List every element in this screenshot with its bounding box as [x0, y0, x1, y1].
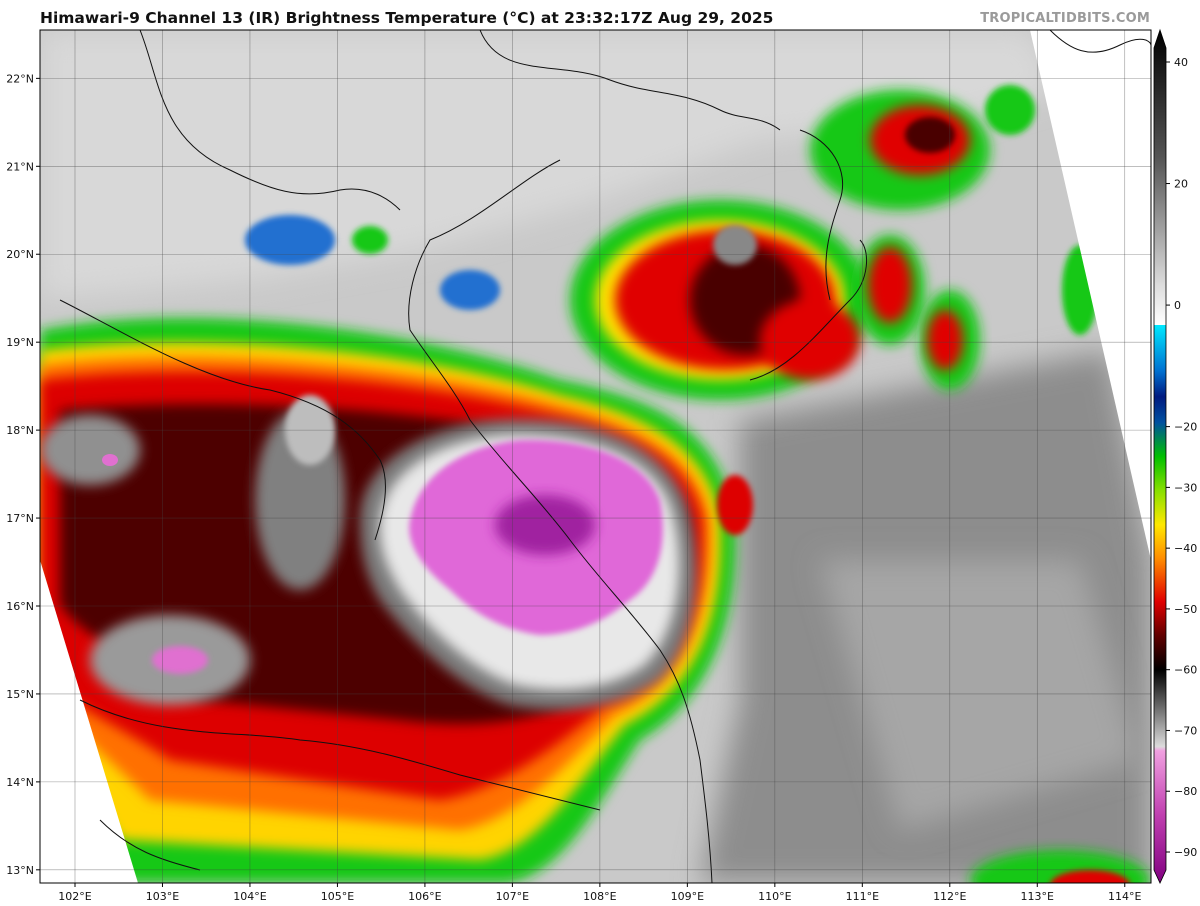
lon-tick-label: 113°E — [1021, 890, 1054, 903]
lon-tick-label: 109°E — [671, 890, 704, 903]
main-storm-shield — [40, 318, 753, 883]
lon-tick-label: 103°E — [146, 890, 179, 903]
lat-tick-label: 13°N — [6, 864, 34, 877]
lon-tick-label: 106°E — [408, 890, 441, 903]
credit-watermark: TROPICALTIDBITS.COM — [980, 11, 1150, 26]
colorbar-tick-label: −30 — [1174, 481, 1197, 494]
colorbar-tick-label: −50 — [1174, 603, 1197, 616]
lat-tick-label: 20°N — [6, 248, 34, 261]
colorbar-tick-label: −40 — [1174, 542, 1197, 555]
lon-tick-label: 104°E — [233, 890, 266, 903]
colorbar-tick-label: −80 — [1174, 785, 1197, 798]
colorbar-tick-label: 20 — [1174, 178, 1188, 191]
lat-tick-label: 15°N — [6, 688, 34, 701]
longitude-axis: 102°E 103°E 104°E 105°E 106°E 107°E 108°E 109°E… — [58, 883, 1142, 903]
lon-tick-label: 108°E — [583, 890, 616, 903]
lon-tick-label: 114°E — [1108, 890, 1141, 903]
colorbar: 40 20 0 −20 −30 −40 −50 −60 −70 −80 −90 — [1153, 28, 1197, 884]
colorbar-tick-label: −60 — [1174, 664, 1197, 677]
map-frame — [39, 29, 1152, 884]
lon-tick-label: 102°E — [58, 890, 91, 903]
northern-convection — [245, 85, 1098, 400]
lat-tick-label: 21°N — [6, 160, 34, 173]
colorbar-tick-label: −90 — [1174, 846, 1197, 859]
lon-tick-label: 105°E — [321, 890, 354, 903]
graticule — [40, 30, 1151, 883]
lat-tick-label: 22°N — [6, 72, 34, 85]
colorbar-tick-label: −20 — [1174, 421, 1197, 434]
ir-imagery — [40, 30, 1151, 883]
lat-tick-label: 19°N — [6, 336, 34, 349]
map-title: Himawari-9 Channel 13 (IR) Brightness Te… — [40, 9, 774, 27]
colorbar-tick-label: −70 — [1174, 724, 1197, 737]
lon-tick-label: 110°E — [758, 890, 791, 903]
coastlines — [59, 30, 1151, 883]
lon-tick-label: 111°E — [846, 890, 879, 903]
colorbar-tick-label: 40 — [1174, 56, 1188, 69]
lon-tick-label: 112°E — [933, 890, 966, 903]
colorbar-tick-label: 0 — [1174, 299, 1181, 312]
lat-tick-label: 18°N — [6, 424, 34, 437]
lat-tick-label: 17°N — [6, 512, 34, 525]
latitude-axis: 13°N 14°N 15°N 16°N 17°N 18°N 19°N 20°N 21°N 22°N — [6, 72, 40, 877]
lat-tick-label: 16°N — [6, 600, 34, 613]
lat-tick-label: 14°N — [6, 776, 34, 789]
lon-tick-label: 107°E — [496, 890, 529, 903]
